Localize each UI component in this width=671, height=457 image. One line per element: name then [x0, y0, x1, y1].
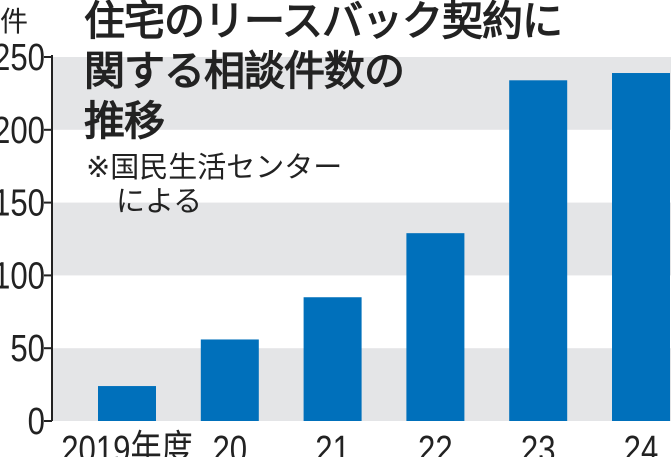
x-tick-label: 24	[624, 429, 659, 457]
x-tick-label: 23	[521, 429, 556, 457]
bar-2019年度	[98, 386, 156, 421]
note-line-2: による	[116, 184, 203, 218]
chart-title: 住宅のリースバック契約に 関する相談件数の 推移	[84, 0, 563, 146]
grid-band	[52, 57, 671, 130]
y-tick-label: 200	[0, 110, 45, 152]
title-line-3: 推移	[84, 97, 165, 145]
bar-20	[200, 339, 259, 421]
note-line-1: ※国民生活センター	[86, 150, 343, 184]
y-tick-label: 100	[0, 256, 45, 298]
bar-22	[406, 233, 465, 421]
y-tick-label: 250	[0, 37, 45, 79]
source-note: ※国民生活センター による	[86, 150, 342, 218]
x-tick-label: 21	[315, 429, 350, 457]
grid-band	[52, 202, 671, 276]
y-axis-unit: 件	[0, 5, 29, 38]
bar-21	[303, 297, 362, 421]
x-tick-label: 22	[418, 429, 453, 457]
bar-23	[509, 80, 568, 422]
y-tick-label: 50	[10, 328, 45, 370]
bar-24	[612, 73, 670, 422]
title-line-1: 住宅のリースバック契約に	[84, 0, 563, 45]
title-line-2: 関する相談件数の	[84, 47, 405, 95]
x-tick-label: 20	[212, 429, 247, 457]
y-tick-label: 0	[28, 401, 45, 443]
x-tick-label: 2019年度	[61, 428, 193, 457]
y-tick-label: 150	[0, 183, 45, 225]
